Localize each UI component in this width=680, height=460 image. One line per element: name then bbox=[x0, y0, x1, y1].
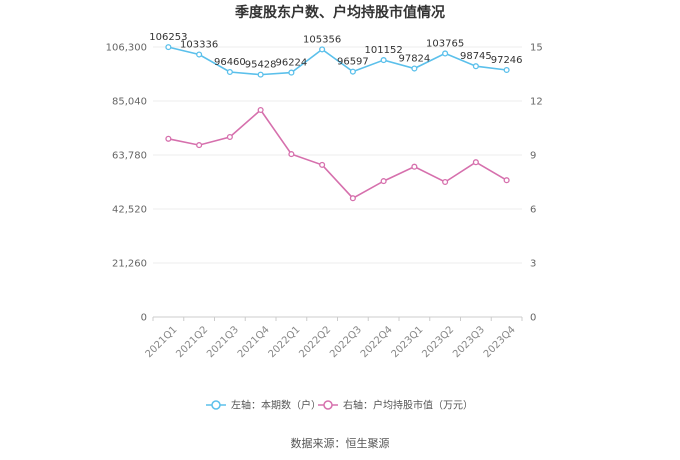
legend-label: 右轴：户均持股市值（万元） bbox=[343, 399, 473, 412]
data-point bbox=[319, 46, 326, 53]
data-point bbox=[380, 178, 387, 185]
series-line bbox=[168, 108, 508, 200]
data-point bbox=[226, 68, 233, 76]
right-tick-label: 3 bbox=[530, 259, 536, 270]
chart-title: 季度股东户数、户均持股市值情况 bbox=[234, 4, 445, 21]
legend: 左轴：本期数（户） 右轴：户均持股市值（万元） bbox=[206, 399, 473, 412]
right-tick-label: 12 bbox=[530, 97, 543, 108]
series-2 bbox=[165, 106, 510, 202]
data-label: 103336 bbox=[180, 40, 218, 51]
data-point bbox=[472, 63, 479, 70]
data-point bbox=[503, 66, 510, 74]
right-tick-label: 9 bbox=[530, 151, 536, 162]
data-point bbox=[442, 178, 449, 186]
left-axis: 0 21,260 42,520 63,780 85,040 106,300 bbox=[106, 43, 147, 324]
data-point bbox=[196, 142, 203, 149]
x-tick-label: 2023Q2 bbox=[420, 324, 456, 360]
data-point bbox=[380, 57, 387, 64]
legend-item-1: 左轴：本期数（户） bbox=[206, 399, 321, 412]
right-tick-label: 0 bbox=[530, 313, 536, 324]
x-tick-label: 2023Q4 bbox=[482, 324, 518, 360]
data-label: 96460 bbox=[214, 57, 246, 68]
right-axis: 0 3 6 9 12 15 bbox=[530, 43, 543, 324]
x-tick-label: 2022Q1 bbox=[267, 324, 303, 360]
left-tick-label: 0 bbox=[141, 313, 147, 324]
data-label: 105356 bbox=[303, 34, 341, 45]
series-layer: 1062531033369646095428962241053569659710… bbox=[149, 32, 523, 202]
x-axis: 2021Q12021Q22021Q32021Q42022Q12022Q22022… bbox=[144, 317, 523, 360]
series-1: 1062531033369646095428962241053569659710… bbox=[149, 32, 523, 78]
x-tick-label: 2021Q1 bbox=[144, 324, 180, 360]
data-point bbox=[411, 65, 418, 72]
x-tick-label: 2022Q3 bbox=[328, 324, 364, 360]
data-point bbox=[288, 69, 295, 76]
x-tick-label: 2023Q3 bbox=[451, 324, 487, 360]
right-tick-label: 15 bbox=[530, 43, 543, 54]
data-point bbox=[503, 177, 510, 184]
data-point bbox=[288, 151, 295, 158]
data-label: 96224 bbox=[275, 58, 307, 69]
data-point bbox=[442, 50, 449, 57]
data-point bbox=[349, 195, 356, 202]
left-tick-label: 106,300 bbox=[106, 43, 147, 54]
left-tick-label: 21,260 bbox=[112, 259, 147, 270]
data-label: 103765 bbox=[426, 38, 464, 49]
data-label: 97246 bbox=[491, 55, 523, 66]
data-point bbox=[196, 51, 203, 58]
data-label: 98745 bbox=[460, 51, 492, 62]
data-point bbox=[257, 106, 264, 114]
data-point bbox=[257, 71, 264, 78]
legend-item-2: 右轴：户均持股市值（万元） bbox=[318, 399, 473, 412]
left-tick-label: 63,780 bbox=[112, 151, 147, 162]
legend-label: 左轴：本期数（户） bbox=[231, 399, 321, 412]
left-tick-label: 42,520 bbox=[112, 205, 147, 216]
data-point bbox=[319, 161, 326, 168]
data-label: 97824 bbox=[398, 54, 430, 65]
x-tick-label: 2022Q2 bbox=[297, 324, 333, 360]
data-point bbox=[165, 44, 172, 51]
data-point bbox=[472, 159, 479, 166]
left-tick-label: 85,040 bbox=[112, 97, 147, 108]
data-point bbox=[411, 163, 418, 170]
data-point bbox=[349, 68, 356, 75]
data-label: 101152 bbox=[365, 45, 403, 56]
legend-marker bbox=[323, 400, 333, 410]
data-label: 96597 bbox=[337, 57, 369, 68]
series-line bbox=[168, 46, 507, 76]
data-point bbox=[165, 135, 172, 142]
data-point bbox=[226, 133, 233, 141]
x-tick-label: 2023Q1 bbox=[390, 324, 426, 360]
data-label: 95428 bbox=[245, 60, 277, 71]
x-tick-label: 2021Q3 bbox=[205, 324, 241, 360]
legend-marker bbox=[211, 400, 221, 410]
x-tick-label: 2021Q4 bbox=[236, 324, 272, 360]
x-tick-label: 2022Q4 bbox=[359, 324, 395, 360]
x-tick-label: 2021Q2 bbox=[174, 324, 210, 360]
right-tick-label: 6 bbox=[530, 205, 536, 216]
data-label: 106253 bbox=[149, 32, 187, 43]
source-note: 数据来源：恒生聚源 bbox=[291, 436, 390, 450]
